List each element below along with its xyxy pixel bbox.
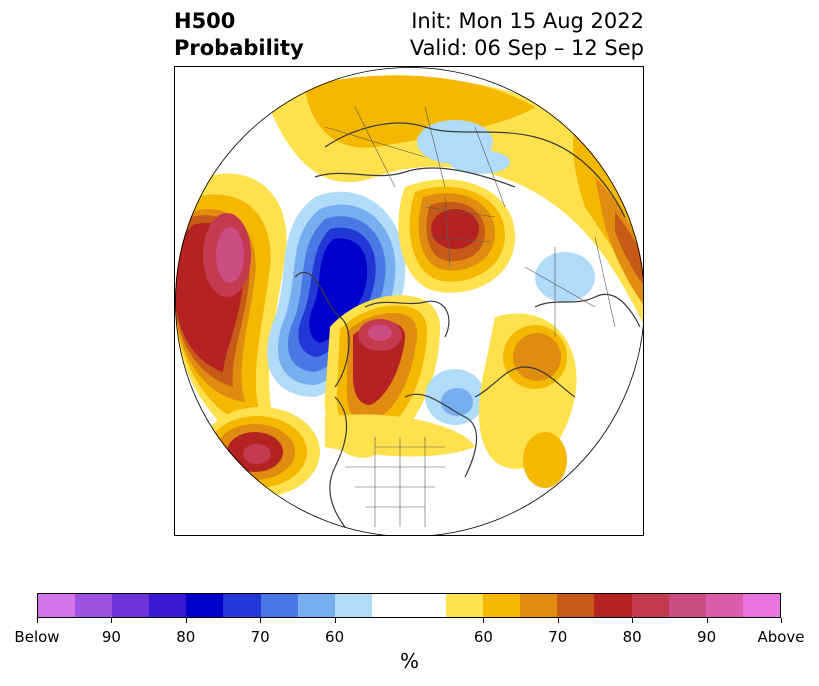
colorbar-swatch — [223, 594, 261, 617]
colorbar-tick-mark — [483, 618, 485, 623]
colorbar-tick-label: 80 — [622, 628, 642, 646]
probability-map — [175, 67, 643, 535]
title-right: Init: Mon 15 Aug 2022 Valid: 06 Sep – 12… — [384, 8, 644, 62]
colorbar-swatch — [408, 594, 447, 617]
colorbar-units: % — [399, 649, 419, 673]
colorbar-swatch — [446, 594, 484, 617]
colorbar-tick-mark — [781, 618, 782, 623]
colorbar-tick-label: 70 — [548, 628, 568, 646]
colorbar-swatch — [186, 594, 224, 617]
colorbar-swatch — [668, 594, 706, 617]
canada-ridge — [324, 295, 475, 458]
colorbar-tick-mark — [632, 618, 634, 623]
colorbar-tick-label: 60 — [473, 628, 493, 646]
siberia-ridge — [398, 179, 515, 293]
colorbar-swatch — [594, 594, 632, 617]
colorbar-tick-mark — [260, 618, 262, 623]
colorbar-swatch — [371, 594, 409, 617]
atlantic-trough — [425, 369, 485, 425]
title-variable: H500 — [174, 9, 236, 33]
colorbar-tick-label: 70 — [250, 628, 270, 646]
colorbar-swatch — [742, 594, 780, 617]
colorbar-tick-mark — [334, 618, 336, 623]
valid-range: Valid: 06 Sep – 12 Sep — [409, 36, 644, 60]
colorbar-tick-mark — [111, 618, 113, 623]
init-date: Init: Mon 15 Aug 2022 — [411, 9, 644, 33]
colorbar-swatch — [112, 594, 150, 617]
colorbar-tick-label: Below — [14, 628, 60, 646]
colorbar-swatch — [149, 594, 187, 617]
colorbar-swatch — [631, 594, 669, 617]
colorbar-tick-mark — [706, 618, 708, 623]
colorbar-swatch — [334, 594, 372, 617]
colorbar-tick-label: 90 — [101, 628, 121, 646]
colorbar-tick-mark — [185, 618, 187, 623]
colorbar-tick-label: 60 — [325, 628, 345, 646]
map-frame — [174, 66, 644, 536]
pacific-ridge — [175, 173, 287, 449]
colorbar-swatch — [38, 594, 76, 617]
political-boundaries — [324, 106, 616, 527]
colorbar-tick-label: 80 — [176, 628, 196, 646]
colorbar-swatch — [705, 594, 743, 617]
coastlines — [294, 122, 641, 528]
europe-ridge — [479, 313, 577, 488]
colorbar-tick-mark — [37, 618, 38, 623]
colorbar-tick-mark — [557, 618, 559, 623]
colorbar-swatch — [520, 594, 558, 617]
colorbar-swatch — [75, 594, 113, 617]
aleutian-ridge — [200, 407, 320, 497]
title-left: H500 Probability — [174, 8, 304, 62]
title-product: Probability — [174, 36, 304, 60]
colorbar — [37, 593, 781, 618]
colorbar-tick-label: 90 — [697, 628, 717, 646]
colorbar-swatch — [557, 594, 595, 617]
colorbar-swatch — [297, 594, 335, 617]
colorbar-tick-label: Above — [757, 628, 805, 646]
colorbar-swatch — [260, 594, 298, 617]
eurasia-weak-trough — [417, 120, 595, 302]
colorbar-swatch — [483, 594, 521, 617]
